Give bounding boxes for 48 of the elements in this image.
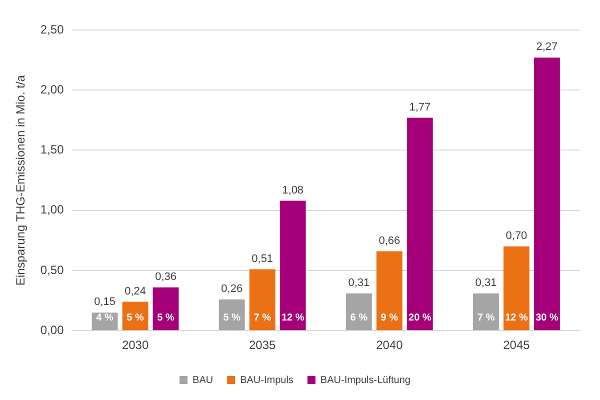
annotation: 4 % [96, 312, 114, 324]
data-label: 0,15 [94, 296, 116, 308]
data-label: 0,31 [348, 276, 370, 289]
data-label: 0,31 [475, 276, 497, 289]
x-tick-label: 2035 [248, 338, 276, 352]
bar [152, 287, 179, 330]
legend-label: BAU-Impuls-Lüftung [320, 374, 410, 386]
annotation: 7 % [254, 312, 272, 324]
data-label: 1,77 [409, 101, 431, 114]
data-label: 0,24 [124, 285, 146, 298]
annotation: 6 % [350, 312, 368, 324]
data-label: 0,36 [155, 270, 176, 283]
y-axis-title: Einsparung THG-Emissionen in Mio. t/a [14, 74, 28, 286]
x-tick-label: 2045 [503, 338, 530, 352]
y-tick-label: 0,00 [40, 322, 64, 337]
data-label: 0,51 [252, 252, 274, 265]
data-label: 1,08 [282, 184, 304, 196]
x-tick-label: 2030 [122, 338, 149, 352]
bar [249, 269, 276, 330]
bar [218, 299, 245, 330]
legend-label: BAU [192, 374, 214, 386]
y-tick-label: 1,50 [40, 142, 64, 157]
annotation: 12 % [505, 312, 528, 324]
bar [534, 58, 560, 330]
bar [280, 200, 306, 330]
annotation: 5 % [223, 312, 241, 324]
data-label: 0,66 [378, 234, 400, 247]
bar [346, 293, 372, 330]
annotation: 5 % [157, 312, 175, 324]
y-tick-label: 2,50 [40, 22, 64, 36]
data-label: 0,70 [506, 230, 528, 242]
bar [473, 293, 499, 330]
bar [504, 246, 530, 330]
y-tick-label: 1,00 [40, 202, 64, 217]
data-label: 0,26 [221, 282, 243, 295]
annotation: 9 % [380, 312, 398, 324]
annotation: 12 % [281, 312, 304, 324]
bar [376, 251, 402, 330]
legend-label: BAU-Impuls [240, 374, 294, 386]
annotation: 7 % [477, 312, 495, 324]
y-tick-label: 2,00 [40, 82, 64, 96]
annotation: 30 % [536, 312, 558, 324]
data-label: 2,27 [536, 41, 558, 54]
y-tick-label: 0,50 [40, 262, 64, 277]
x-tick-label: 2040 [376, 338, 404, 352]
bar [406, 118, 433, 330]
annotation: 5 % [126, 312, 144, 324]
annotation: 20 % [408, 312, 432, 324]
